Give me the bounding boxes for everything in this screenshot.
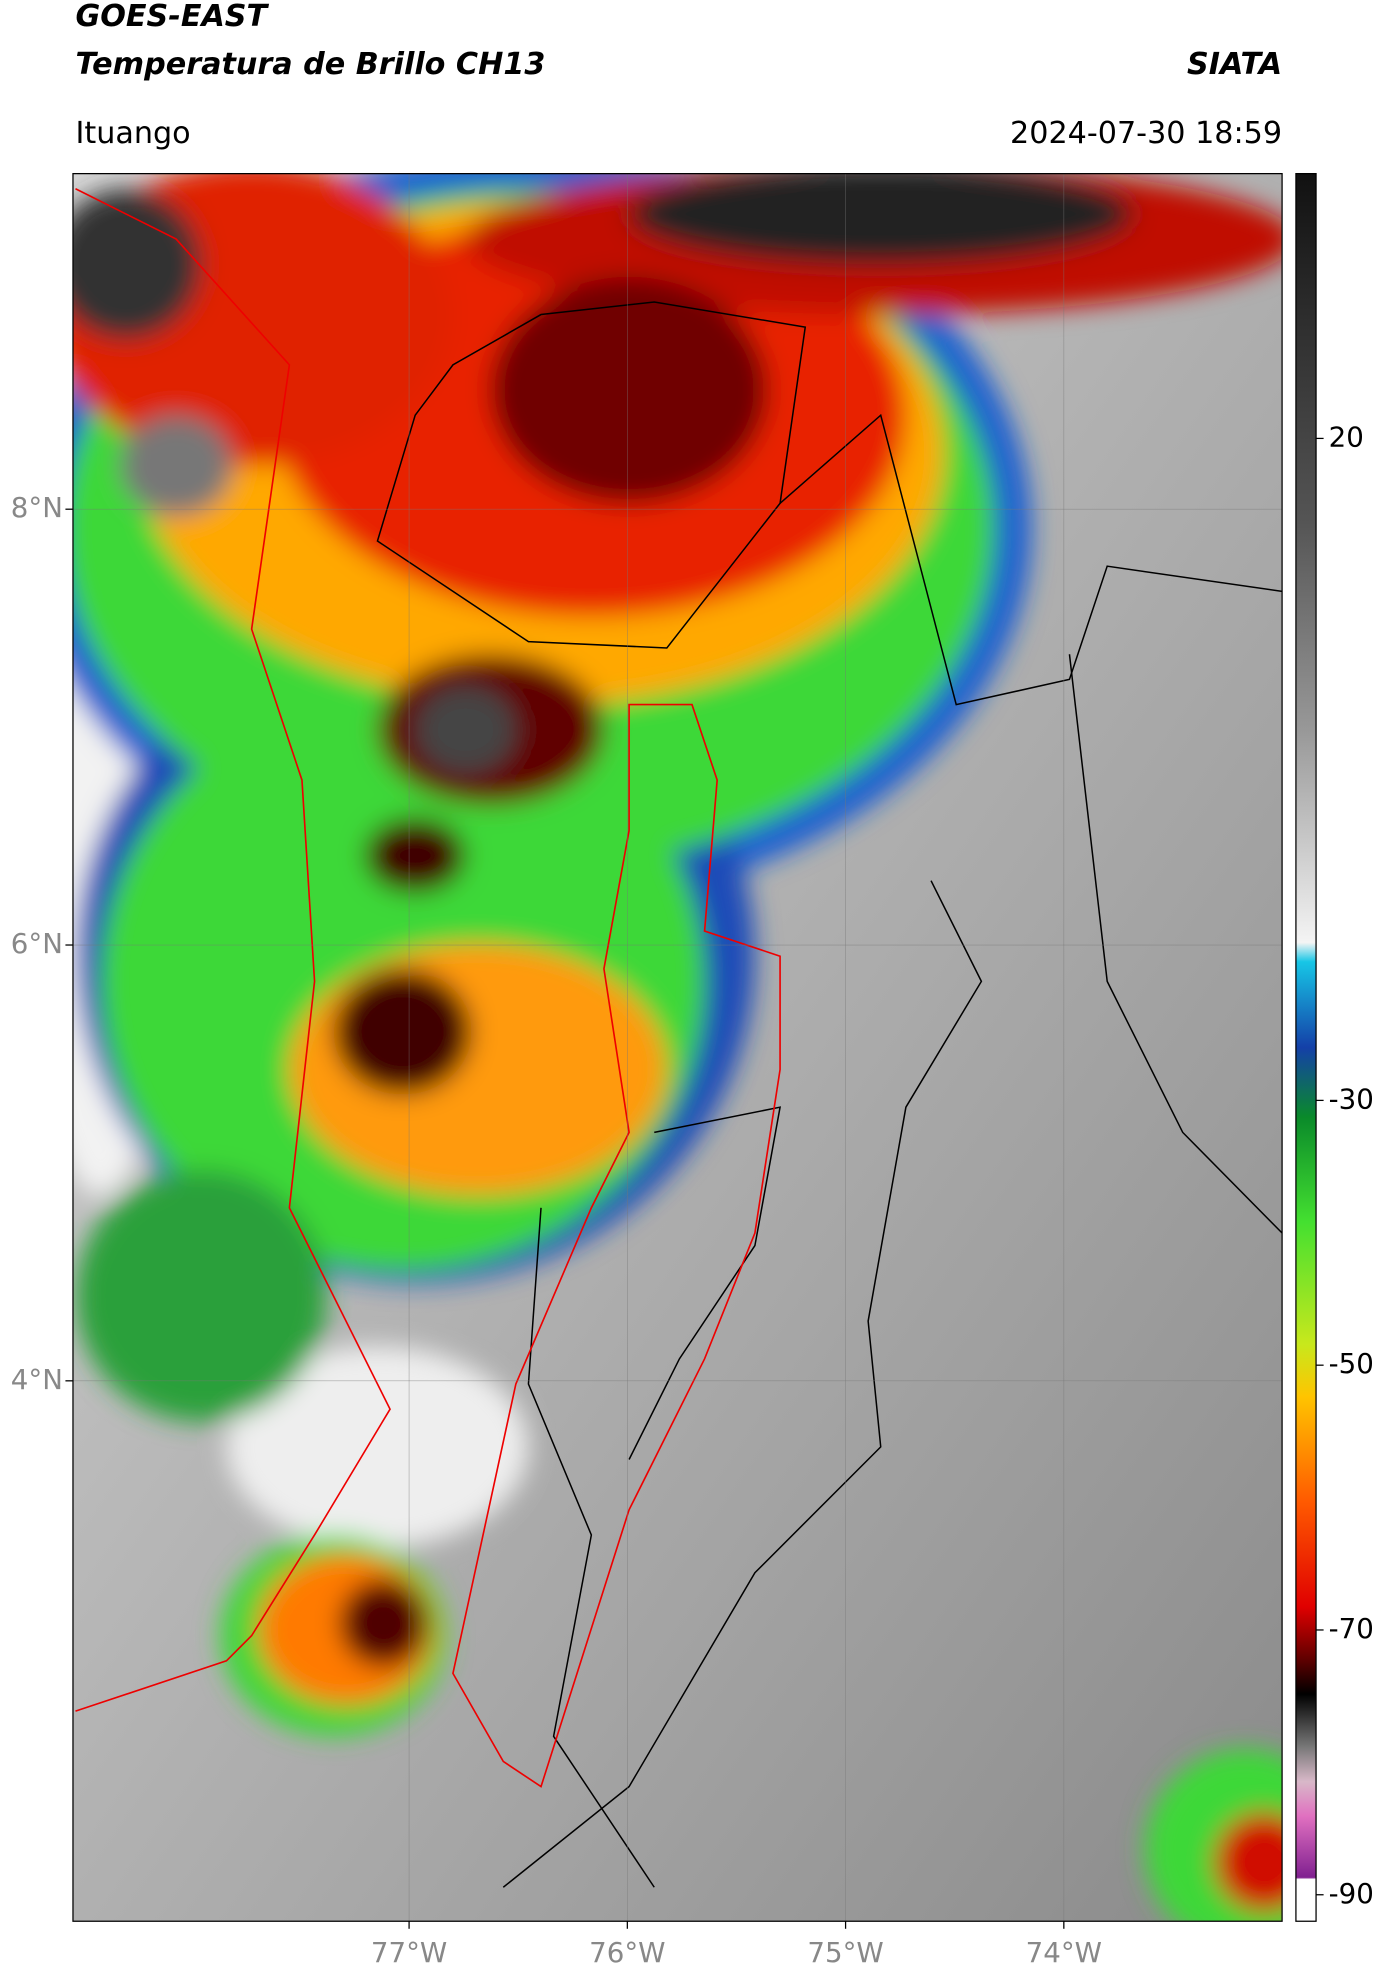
location: Ituango [75, 116, 190, 151]
x-tick-label: 77°W [371, 1936, 447, 1969]
colorbar-tick-label: 20 [1329, 420, 1364, 453]
colorbar [1295, 172, 1317, 1922]
y-tick-label: 8°N [11, 491, 63, 524]
cloud-tops [72, 173, 1283, 1922]
title: GOES-EAST [75, 0, 269, 34]
x-tick-label: 76°W [589, 1936, 665, 1969]
graticule [72, 173, 1283, 1922]
coastline [75, 187, 391, 1712]
map-frame [72, 172, 1283, 1922]
title: Temperatura de Brillo CH13 [75, 47, 545, 82]
y-tick-label: 6°N [11, 927, 63, 960]
borders [376, 301, 1283, 1888]
y-tick-label: 4°N [11, 1363, 63, 1396]
x-tick-label: 75°W [807, 1936, 883, 1969]
colorbar-tick-label: -90 [1329, 1877, 1374, 1910]
region-outline [452, 703, 781, 1788]
colorbar-tick-label: -70 [1329, 1612, 1374, 1645]
colorbar-tick-label: -50 [1329, 1347, 1374, 1380]
source: SIATA [1187, 47, 1282, 82]
colorbar-tick-label: -30 [1329, 1082, 1374, 1115]
satellite-image [72, 173, 1283, 1922]
datetime: 2024-07-30 18:59 [1010, 116, 1282, 151]
x-tick-label: 74°W [1026, 1936, 1102, 1969]
